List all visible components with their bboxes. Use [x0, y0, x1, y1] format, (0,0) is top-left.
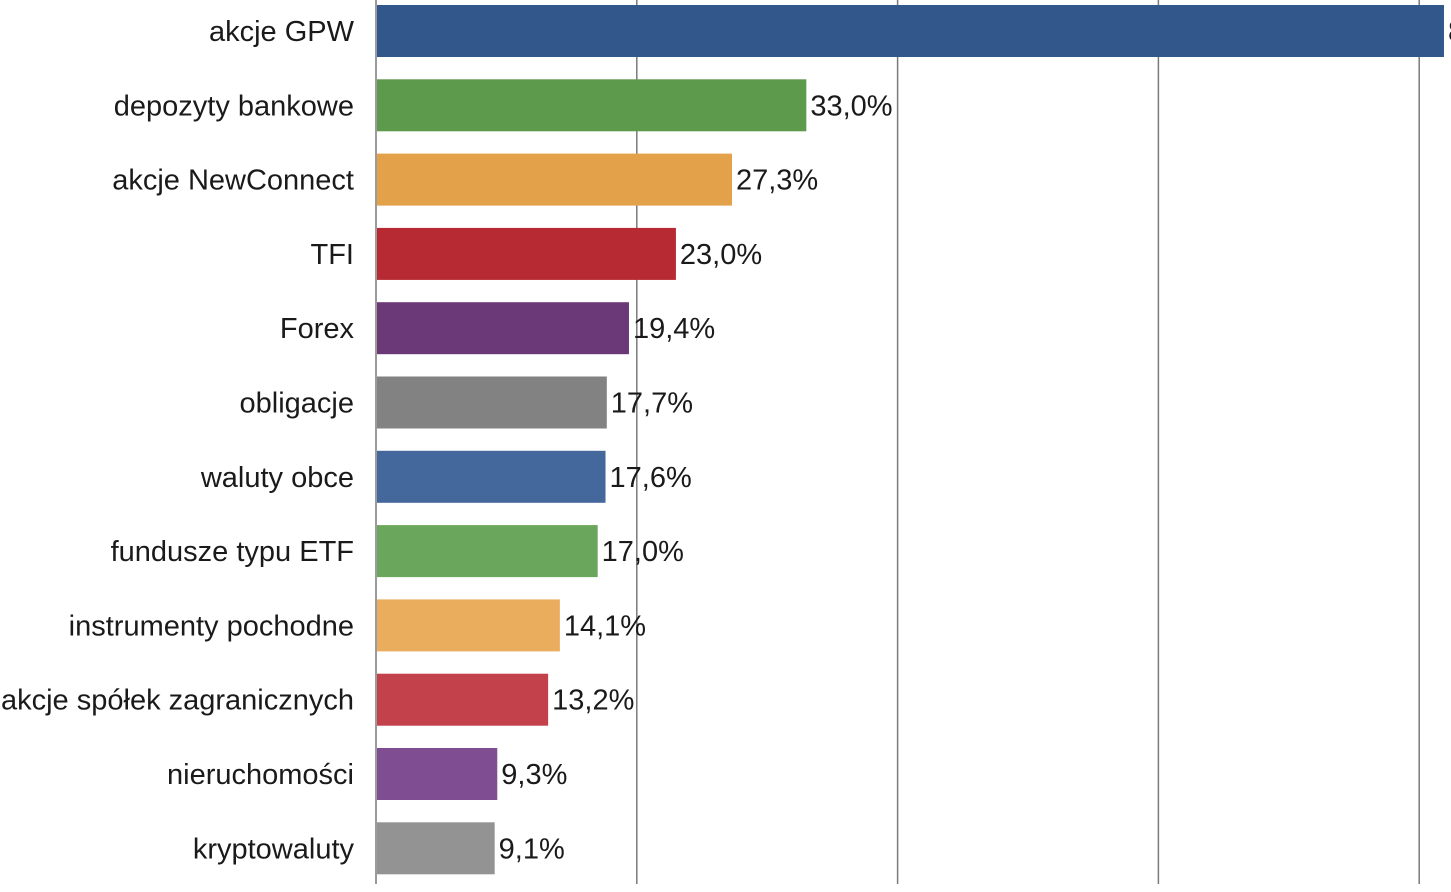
category-label: Forex	[280, 313, 355, 345]
category-label: depozyty bankowe	[114, 90, 354, 122]
bar	[377, 302, 629, 355]
label-layer: 81,9% akcje GPW 33,0% depozyty bankowe 27,3%…	[1, 16, 1451, 865]
category-label: obligacje	[240, 388, 354, 420]
value-label: 17,7%	[611, 388, 693, 420]
grid-layer	[375, 0, 1420, 884]
category-label: fundusze typu ETF	[111, 536, 354, 568]
value-label: 9,3%	[501, 759, 567, 791]
bar-layer	[377, 5, 1444, 875]
value-label: 27,3%	[736, 165, 818, 197]
bar	[377, 450, 606, 503]
category-label: akcje GPW	[209, 16, 355, 48]
bar	[377, 525, 598, 578]
category-label: nieruchomości	[167, 759, 354, 791]
category-label: akcje NewConnect	[112, 165, 354, 197]
value-label: 81,9%	[1448, 16, 1451, 48]
bar	[377, 748, 498, 800]
category-label: kryptowaluty	[193, 833, 355, 865]
category-label: waluty obce	[200, 462, 354, 494]
bar	[377, 822, 495, 875]
value-label: 14,1%	[564, 610, 646, 642]
bar	[377, 153, 732, 206]
value-label: 9,1%	[499, 833, 565, 865]
bar	[377, 376, 607, 429]
category-label: akcje spółek zagranicznych	[1, 685, 354, 717]
value-label: 19,4%	[633, 313, 715, 345]
bar	[377, 79, 807, 132]
value-label: 17,0%	[602, 536, 684, 568]
bar	[377, 599, 560, 652]
category-label: TFI	[311, 239, 355, 271]
value-label: 23,0%	[680, 239, 762, 271]
value-label: 13,2%	[552, 685, 634, 717]
value-label: 33,0%	[810, 90, 892, 122]
bar	[377, 673, 549, 726]
bar	[377, 227, 676, 280]
category-label: instrumenty pochodne	[69, 610, 354, 642]
value-label: 17,6%	[610, 462, 692, 494]
bar	[377, 5, 1444, 57]
